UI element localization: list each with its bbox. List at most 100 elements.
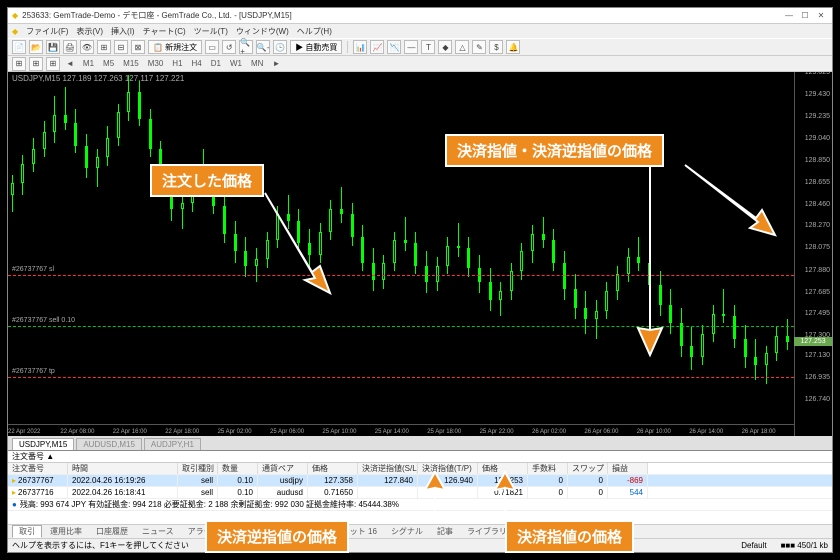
- toolbar-icon[interactable]: 🔔: [506, 40, 520, 54]
- toolbar-icon[interactable]: ◆: [438, 40, 452, 54]
- x-tick: 25 Apr 02:00: [218, 429, 252, 435]
- column-header[interactable]: 注文番号: [8, 463, 68, 474]
- toolbar-icon[interactable]: ✎: [472, 40, 486, 54]
- y-tick: 129.040: [805, 135, 830, 142]
- x-tick: 26 Apr 14:00: [689, 429, 723, 435]
- toolbar-icon[interactable]: ▭: [205, 40, 219, 54]
- x-tick: 26 Apr 10:00: [637, 429, 671, 435]
- toolbar-icon[interactable]: T: [421, 40, 435, 54]
- grid-cell: -869: [608, 475, 648, 486]
- toolbar-icon[interactable]: 📊: [353, 40, 367, 54]
- timeframe-M5[interactable]: M5: [100, 59, 117, 68]
- column-header[interactable]: 数量: [218, 463, 258, 474]
- timeframe-M15[interactable]: M15: [120, 59, 142, 68]
- status-profile[interactable]: Default: [741, 541, 766, 550]
- x-tick: 22 Apr 18:00: [165, 429, 199, 435]
- arrow-2b: [620, 160, 680, 365]
- menu-help[interactable]: ヘルプ(H): [297, 26, 332, 37]
- terminal-tab[interactable]: ニュース: [136, 526, 180, 537]
- terminal-tab[interactable]: 運用比率: [44, 526, 88, 537]
- chart-tab-active[interactable]: USDJPY,M15: [12, 438, 74, 450]
- toolbar-icon[interactable]: 📉: [387, 40, 401, 54]
- status-help: ヘルプを表示するには、F1キーを押してください: [12, 540, 189, 551]
- toolbar-icon[interactable]: 🔍+: [239, 40, 253, 54]
- timeframe-M1[interactable]: M1: [80, 59, 97, 68]
- timeframe-D1[interactable]: D1: [208, 59, 224, 68]
- menu-file[interactable]: ファイル(F): [26, 26, 68, 37]
- x-tick: 22 Apr 2022: [8, 429, 40, 435]
- minimize-button[interactable]: —: [782, 10, 796, 22]
- menu-window[interactable]: ウィンドウ(W): [236, 26, 289, 37]
- column-header[interactable]: 通貨ペア: [258, 463, 308, 474]
- grid-cell: sell: [178, 475, 218, 486]
- chart-tabs: USDJPY,M15 AUDUSD,M15 AUDJPY,H1: [8, 436, 832, 450]
- timeframe-M30[interactable]: M30: [145, 59, 167, 68]
- auto-trade-button[interactable]: ▶ 自動売買: [290, 40, 342, 54]
- toolbar-icon[interactable]: 📄: [12, 40, 26, 54]
- grid-cell: usdjpy: [258, 475, 308, 486]
- column-header[interactable]: 損益: [608, 463, 648, 474]
- toolbar-icon[interactable]: ⊞: [97, 40, 111, 54]
- timeframe-W1[interactable]: W1: [227, 59, 245, 68]
- callout-tp-sl-price: 決済指値・決済逆指値の価格: [445, 134, 664, 167]
- timeframe-H4[interactable]: H4: [189, 59, 205, 68]
- menu-chart[interactable]: チャート(C): [143, 26, 186, 37]
- grid-cell: audusd: [258, 487, 308, 498]
- close-button[interactable]: ✕: [814, 10, 828, 22]
- current-price-marker: 127.253: [794, 337, 832, 346]
- order-sort-header[interactable]: 注文番号 ▲: [8, 451, 832, 463]
- toolbar-icon[interactable]: 📈: [370, 40, 384, 54]
- y-tick: 128.075: [805, 244, 830, 251]
- column-header[interactable]: 決済逆指値(S/L): [358, 463, 418, 474]
- toolbar-icon[interactable]: ⊞: [12, 57, 26, 71]
- toolbar-icon[interactable]: 🔍-: [256, 40, 270, 54]
- toolbar-icon[interactable]: 💾: [46, 40, 60, 54]
- x-tick: 26 Apr 02:00: [532, 429, 566, 435]
- callout-sl-price: 決済逆指値の価格: [205, 520, 349, 553]
- chart-tab-2[interactable]: AUDJPY,H1: [144, 438, 201, 450]
- grid-cell: 0: [528, 487, 568, 498]
- y-tick: 127.880: [805, 267, 830, 274]
- status-connection: ■■■ 450/1 kb: [781, 541, 828, 550]
- menu-insert[interactable]: 挿入(I): [111, 26, 135, 37]
- toolbar-icon[interactable]: ⊞: [29, 57, 43, 71]
- toolbar-icon[interactable]: △: [455, 40, 469, 54]
- timeframe-MN[interactable]: MN: [248, 59, 266, 68]
- toolbar-icon[interactable]: $: [489, 40, 503, 54]
- toolbar-icon[interactable]: ↺: [222, 40, 236, 54]
- terminal-tab[interactable]: 取引: [12, 525, 42, 538]
- x-tick: 25 Apr 10:00: [322, 429, 356, 435]
- column-header[interactable]: 手数料: [528, 463, 568, 474]
- toolbar-icon[interactable]: 🖨: [63, 40, 77, 54]
- new-order-button[interactable]: 📋 新規注文: [148, 40, 202, 54]
- column-header[interactable]: 時間: [68, 463, 178, 474]
- titlebar-icon: ◆: [12, 11, 18, 20]
- toolbar-icon[interactable]: 🕒: [273, 40, 287, 54]
- chart-title: USDJPY,M15 127.189 127.263 127.117 127.2…: [12, 74, 184, 83]
- titlebar[interactable]: ◆ 253633: GemTrade-Demo - デモ口座 - GemTrad…: [8, 8, 832, 24]
- timeframe-H1[interactable]: H1: [169, 59, 185, 68]
- toolbar-icon[interactable]: ⊞: [46, 57, 60, 71]
- x-tick: 25 Apr 14:00: [375, 429, 409, 435]
- y-tick: 126.935: [805, 374, 830, 381]
- toolbar-icon[interactable]: ⊟: [114, 40, 128, 54]
- scroll-right-button[interactable]: ►: [269, 59, 283, 68]
- grid-cell: 2022.04.26 16:19:26: [68, 475, 178, 486]
- grid-cell: 0.10: [218, 475, 258, 486]
- toolbar-icon[interactable]: 📂: [29, 40, 43, 54]
- column-header[interactable]: スワップ: [568, 463, 608, 474]
- column-header[interactable]: 価格: [308, 463, 358, 474]
- toolbar-icon[interactable]: ⊠: [131, 40, 145, 54]
- toolbar-icon[interactable]: 👁: [80, 40, 94, 54]
- column-header[interactable]: 取引種別: [178, 463, 218, 474]
- menu-tools[interactable]: ツール(T): [194, 26, 228, 37]
- maximize-button[interactable]: ☐: [798, 10, 812, 22]
- price-line[interactable]: [8, 377, 794, 378]
- terminal-tab[interactable]: 口座履歴: [90, 526, 134, 537]
- toolbar-icon[interactable]: —: [404, 40, 418, 54]
- chart-tab-1[interactable]: AUDUSD,M15: [76, 438, 142, 450]
- x-tick: 25 Apr 22:00: [480, 429, 514, 435]
- toolbar-main: 📄📂💾🖨👁⊞⊟⊠📋 新規注文▭↺🔍+🔍-🕒▶ 自動売買 📊📈📉—T◆△✎$🔔: [8, 38, 832, 56]
- menu-view[interactable]: 表示(V): [76, 26, 103, 37]
- scroll-left-button[interactable]: ◄: [63, 59, 77, 68]
